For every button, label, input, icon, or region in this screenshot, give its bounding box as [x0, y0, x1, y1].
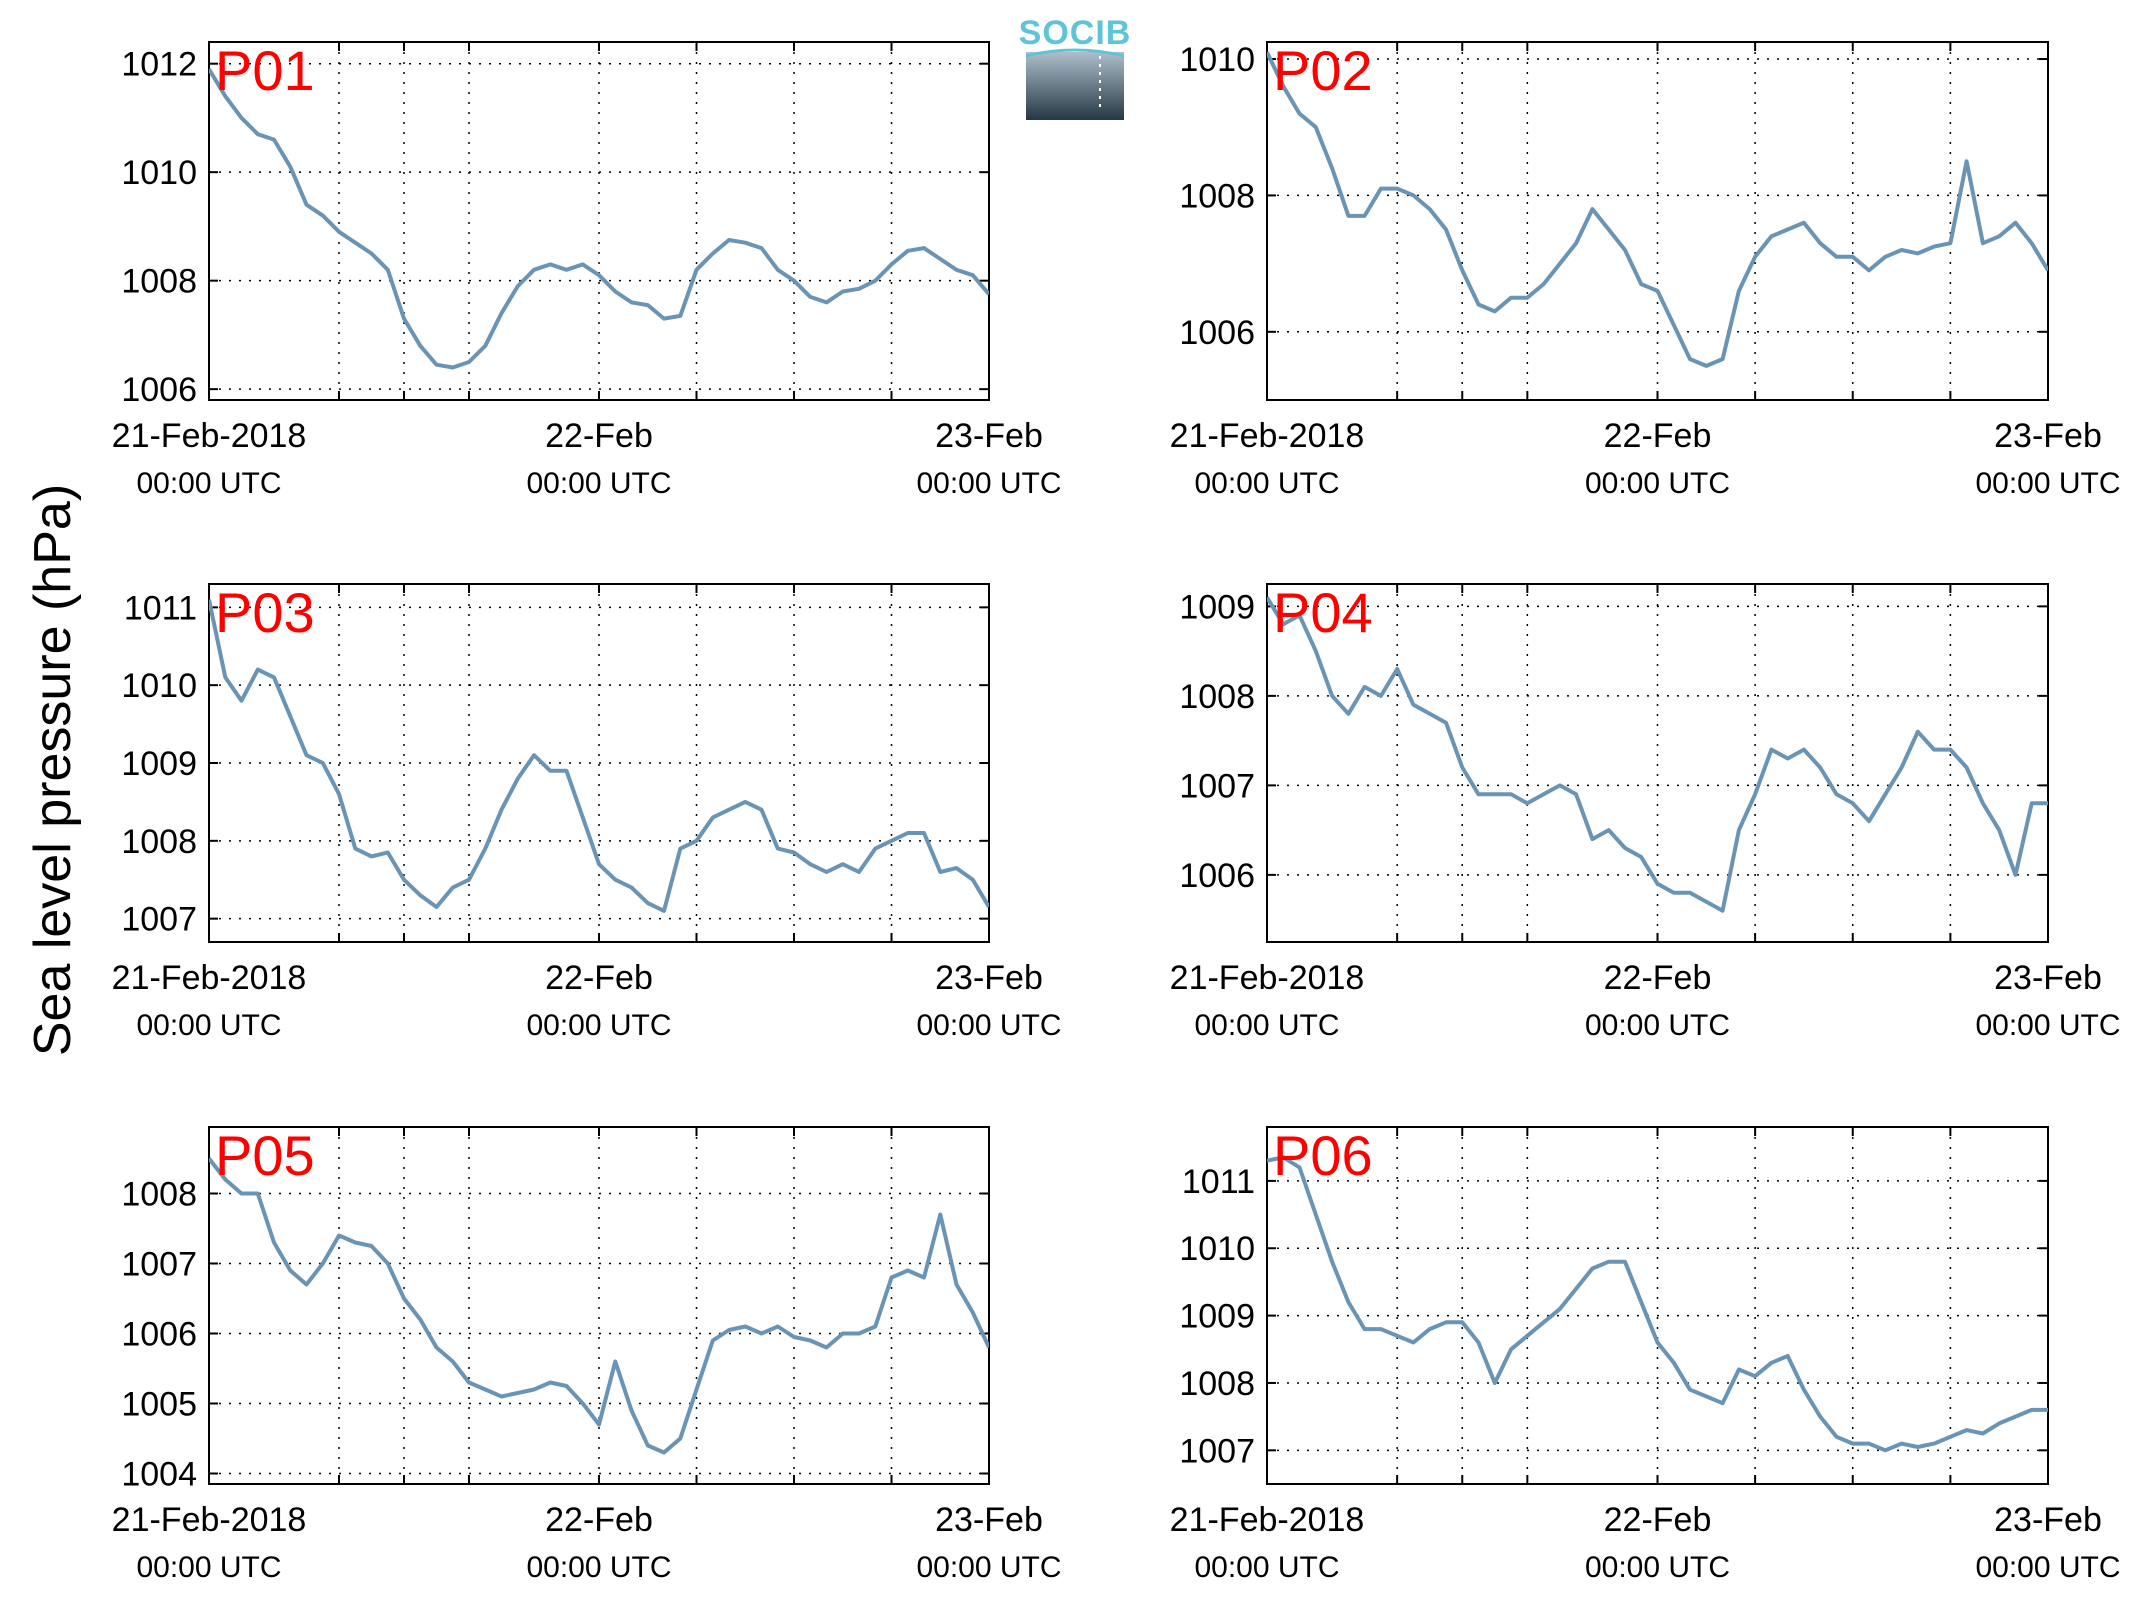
series-line-p05 [209, 1157, 989, 1455]
y-tick-label: 1010 [121, 667, 197, 705]
x-tick-sublabel: 00:00 UTC [136, 467, 281, 500]
x-tick-label: 21-Feb-2018 [1170, 959, 1365, 997]
y-tick-label: 1009 [1179, 1298, 1255, 1336]
y-tick-label: 1008 [1179, 177, 1255, 215]
y-tick-label: 1012 [121, 46, 197, 84]
x-tick-label: 22-Feb [545, 1501, 653, 1539]
x-tick-sublabel: 00:00 UTC [1585, 467, 1730, 500]
y-tick-label: 1006 [121, 371, 197, 409]
x-tick-sublabel: 00:00 UTC [1585, 1551, 1730, 1584]
y-tick-label: 1008 [121, 263, 197, 301]
y-tick-label: 1008 [121, 823, 197, 861]
x-tick-label: 22-Feb [1604, 1501, 1712, 1539]
y-tick-label: 1011 [1182, 1163, 1255, 1201]
x-tick-sublabel: 00:00 UTC [1194, 1551, 1339, 1584]
y-tick-label: 1006 [121, 1316, 197, 1354]
panel-label: P06 [1273, 1124, 1373, 1187]
y-tick-label: 1009 [1179, 588, 1255, 626]
y-tick-label: 1007 [121, 901, 197, 939]
x-tick-sublabel: 00:00 UTC [526, 467, 671, 500]
panel-p03: 1007 1008 1009 1010 1011 21-Feb-2018 00:00 UTC… [112, 581, 1062, 1042]
y-tick-label: 1004 [121, 1456, 197, 1494]
x-tick-sublabel: 00:00 UTC [916, 1551, 1061, 1584]
x-tick-label: 21-Feb-2018 [112, 417, 307, 455]
panel-p05: 1004 1005 1006 1007 1008 21-Feb-2018 00:00 UTC… [112, 1124, 1062, 1584]
panel-label: P02 [1273, 39, 1373, 102]
x-tick-sublabel: 00:00 UTC [136, 1009, 281, 1042]
panel-p04: 1006 1007 1008 1009 21-Feb-2018 00:00 UTC 22-F… [1170, 581, 2121, 1042]
x-tick-label: 22-Feb [545, 417, 653, 455]
x-tick-label: 23-Feb [1994, 417, 2102, 455]
x-tick-label: 23-Feb [935, 959, 1043, 997]
x-tick-sublabel: 00:00 UTC [1194, 467, 1339, 500]
x-tick-sublabel: 00:00 UTC [916, 1009, 1061, 1042]
x-tick-sublabel: 00:00 UTC [1975, 1009, 2120, 1042]
x-tick-sublabel: 00:00 UTC [1975, 467, 2120, 500]
x-tick-label: 21-Feb-2018 [1170, 1501, 1365, 1539]
x-tick-label: 21-Feb-2018 [1170, 417, 1365, 455]
x-tick-label: 23-Feb [1994, 1501, 2102, 1539]
y-tick-label: 1008 [1179, 1365, 1255, 1403]
x-tick-sublabel: 00:00 UTC [526, 1009, 671, 1042]
socib-logo: SOCIB [1019, 14, 1132, 120]
panel-p06: 1007 1008 1009 1010 1011 21-Feb-2018 00:00 UTC… [1170, 1124, 2121, 1584]
y-tick-label: 1008 [121, 1176, 197, 1214]
x-tick-label: 23-Feb [935, 1501, 1043, 1539]
x-tick-sublabel: 00:00 UTC [1194, 1009, 1339, 1042]
x-tick-label: 23-Feb [935, 417, 1043, 455]
y-tick-label: 1007 [121, 1246, 197, 1284]
y-tick-label: 1008 [1179, 678, 1255, 716]
y-tick-label: 1011 [124, 589, 197, 627]
series-line-p02 [1267, 51, 2048, 368]
y-tick-label: 1010 [1179, 41, 1255, 79]
x-tick-label: 22-Feb [545, 959, 653, 997]
x-tick-sublabel: 00:00 UTC [526, 1551, 671, 1584]
logo-text: SOCIB [1019, 14, 1132, 52]
x-tick-label: 21-Feb-2018 [112, 959, 307, 997]
x-tick-label: 22-Feb [1604, 417, 1712, 455]
x-tick-label: 23-Feb [1994, 959, 2102, 997]
x-tick-sublabel: 00:00 UTC [136, 1551, 281, 1584]
series-line-p06 [1267, 1155, 2048, 1453]
panel-label: P01 [215, 39, 315, 102]
y-tick-label: 1009 [121, 745, 197, 783]
x-tick-label: 22-Feb [1604, 959, 1712, 997]
y-tick-label: 1010 [1179, 1230, 1255, 1268]
y-tick-label: 1007 [1179, 1432, 1255, 1470]
panel-label: P03 [215, 581, 315, 644]
x-tick-sublabel: 00:00 UTC [1585, 1009, 1730, 1042]
y-tick-label: 1006 [1179, 857, 1255, 895]
y-tick-label: 1007 [1179, 767, 1255, 805]
series-line-p03 [209, 599, 989, 913]
y-axis-label: Sea level pressure (hPa) [24, 484, 82, 1056]
x-tick-label: 21-Feb-2018 [112, 1501, 307, 1539]
y-tick-label: 1006 [1179, 314, 1255, 352]
panel-p01: 1006 1008 1010 1012 21-Feb-2018 00:00 UTC 22-F… [112, 39, 1062, 500]
panel-p02: 1006 1008 1010 21-Feb-2018 00:00 UTC 22-Feb 00… [1170, 39, 2121, 500]
x-tick-sublabel: 00:00 UTC [916, 467, 1061, 500]
y-tick-label: 1005 [121, 1386, 197, 1424]
panel-label: P04 [1273, 581, 1373, 644]
series-line-p04 [1267, 596, 2048, 913]
x-tick-sublabel: 00:00 UTC [1975, 1551, 2120, 1584]
panel-label: P05 [215, 1124, 315, 1187]
series-line-p01 [209, 68, 989, 370]
y-tick-label: 1010 [121, 154, 197, 192]
